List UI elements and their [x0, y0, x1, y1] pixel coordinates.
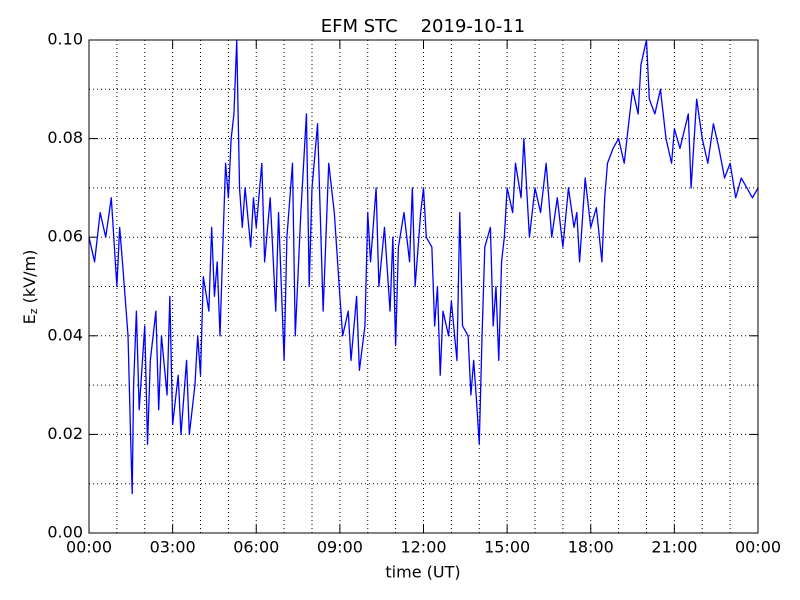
y-label-unit: (kV/m)	[20, 250, 39, 309]
x-axis-label: time (UT)	[385, 563, 460, 582]
data-line	[88, 39, 759, 495]
x-tick-label: 15:00	[484, 538, 530, 557]
y-label-sub: z	[27, 308, 40, 314]
x-tick-label: 21:00	[651, 538, 697, 557]
y-tick-label: 0.04	[47, 325, 83, 344]
x-tick-label: 12:00	[400, 538, 446, 557]
x-tick-label: 00:00	[66, 538, 112, 557]
y-label-base: E	[20, 314, 39, 324]
y-tick-label: 0.02	[47, 424, 83, 443]
y-tick-label: 0.10	[47, 30, 83, 49]
y-tick-label: 0.08	[47, 128, 83, 147]
y-tick-label: 0.00	[47, 523, 83, 542]
x-tick-label: 00:00	[735, 538, 781, 557]
x-tick-label: 18:00	[568, 538, 614, 557]
chart-title: EFM STC 2019-10-11	[321, 16, 525, 37]
x-tick-label: 06:00	[233, 538, 279, 557]
y-tick-label: 0.06	[47, 227, 83, 246]
x-tick-label: 03:00	[150, 538, 196, 557]
plot-frame	[88, 39, 759, 534]
x-tick-label: 09:00	[317, 538, 363, 557]
y-axis-label: Ez (kV/m)	[20, 250, 41, 325]
